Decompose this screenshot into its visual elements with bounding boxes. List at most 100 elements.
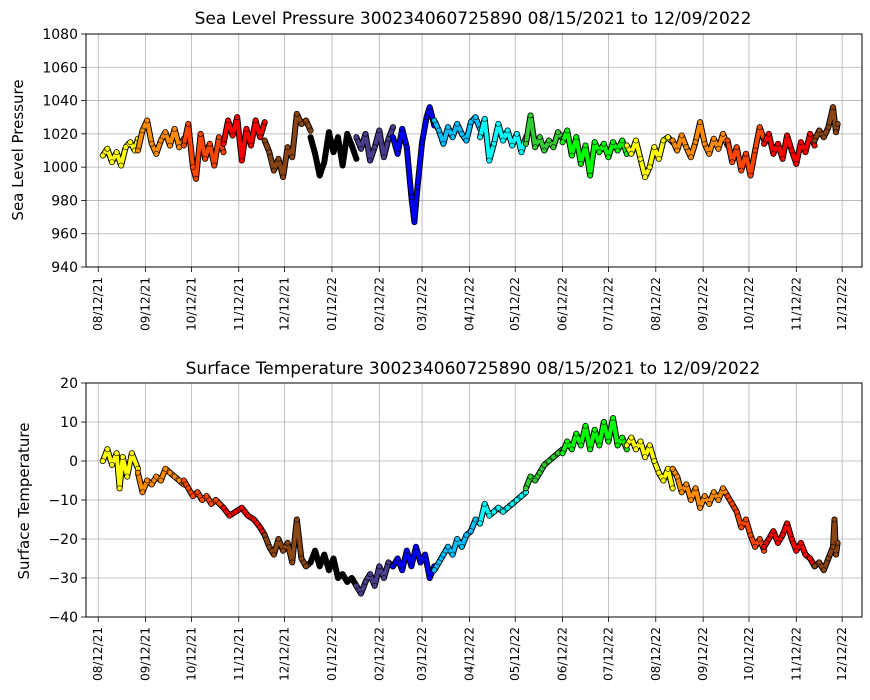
- x-tick-label: 06/12/22: [556, 277, 570, 331]
- data-point: [185, 121, 192, 127]
- data-point: [445, 543, 451, 550]
- data-point: [518, 493, 525, 499]
- data-point: [440, 551, 447, 558]
- y-tick-label: −20: [48, 532, 78, 548]
- data-point: [390, 563, 396, 570]
- data-point: [555, 129, 561, 136]
- data-point: [307, 559, 314, 566]
- data-point: [104, 446, 111, 453]
- data-point: [678, 132, 685, 139]
- data-point: [715, 497, 722, 503]
- x-tick-label: 07/12/22: [601, 627, 615, 681]
- data-point: [628, 434, 635, 441]
- data-point: [234, 114, 241, 121]
- data-point: [697, 504, 703, 511]
- data-point: [153, 150, 160, 157]
- data-point: [614, 147, 621, 154]
- data-point: [490, 508, 497, 515]
- data-point: [527, 473, 534, 480]
- data-point: [573, 430, 580, 437]
- data-point: [504, 127, 511, 134]
- data-point: [385, 559, 392, 566]
- data-point: [371, 582, 378, 589]
- data-point: [380, 154, 387, 161]
- data-point: [651, 458, 658, 464]
- data-point: [825, 124, 832, 131]
- data-point: [761, 140, 768, 147]
- data-point: [99, 458, 106, 464]
- data-point: [683, 481, 690, 488]
- data-point: [513, 130, 520, 137]
- data-point: [688, 497, 694, 503]
- data-point: [344, 579, 351, 585]
- data-point: [212, 497, 219, 503]
- series-line: [670, 120, 730, 160]
- x-tick-label: 09/12/22: [696, 277, 710, 331]
- data-point: [623, 442, 630, 449]
- data-point: [232, 508, 239, 515]
- x-tick-label: 08/12/21: [91, 277, 105, 331]
- data-point: [275, 536, 282, 542]
- data-point: [312, 150, 318, 157]
- data-point: [642, 454, 648, 460]
- data-point: [665, 134, 671, 141]
- data-point: [220, 504, 227, 511]
- data-point: [445, 124, 451, 131]
- y-tick-label: 10: [60, 415, 78, 431]
- data-point: [162, 129, 169, 136]
- series-line: [181, 478, 226, 510]
- data-point: [157, 137, 164, 144]
- data-point: [148, 481, 155, 488]
- data-point: [180, 477, 187, 484]
- data-point: [139, 489, 146, 496]
- data-point: [339, 162, 346, 169]
- x-tick-label: 09/12/21: [139, 277, 153, 331]
- data-point: [833, 129, 839, 136]
- data-point: [134, 147, 141, 154]
- data-point: [344, 130, 351, 137]
- data-point: [390, 124, 396, 131]
- data-point: [733, 508, 740, 515]
- x-tick-label: 09/12/22: [696, 627, 710, 681]
- data-point: [134, 469, 141, 476]
- data-point: [633, 446, 639, 453]
- data-point: [435, 127, 442, 134]
- y-tick-label: −30: [48, 571, 78, 587]
- data-point: [596, 442, 603, 449]
- data-point: [743, 516, 749, 523]
- data-point: [509, 142, 516, 149]
- data-point: [655, 155, 662, 162]
- data-point: [275, 155, 282, 162]
- data-point: [144, 117, 150, 124]
- data-point: [779, 532, 786, 538]
- data-point: [523, 140, 529, 147]
- data-point: [701, 140, 708, 147]
- data-point: [674, 147, 681, 154]
- data-point: [380, 575, 387, 581]
- y-tick-label: 1020: [42, 127, 78, 143]
- data-point: [477, 520, 483, 527]
- x-tick-label: 04/12/22: [462, 627, 476, 681]
- data-point: [706, 150, 713, 157]
- data-point: [481, 116, 488, 122]
- data-point: [440, 140, 447, 147]
- data-point: [180, 142, 187, 149]
- data-point: [765, 130, 772, 137]
- data-point: [500, 508, 506, 515]
- data-point: [802, 149, 809, 156]
- data-point: [811, 137, 818, 144]
- data-point: [697, 119, 703, 126]
- series-line: [221, 115, 267, 163]
- data-point: [419, 139, 425, 146]
- data-point: [199, 497, 205, 503]
- surface-temperature-chart: Surface Temperature 300234060725890 08/1…: [15, 359, 863, 681]
- data-point: [238, 157, 245, 164]
- x-tick-label: 10/12/22: [742, 277, 756, 331]
- data-point: [257, 524, 263, 531]
- data-point: [284, 540, 291, 546]
- x-tick-label: 12/12/21: [278, 627, 292, 681]
- data-point: [454, 536, 461, 542]
- y-tick-label: 940: [51, 260, 78, 276]
- data-area: [99, 415, 841, 597]
